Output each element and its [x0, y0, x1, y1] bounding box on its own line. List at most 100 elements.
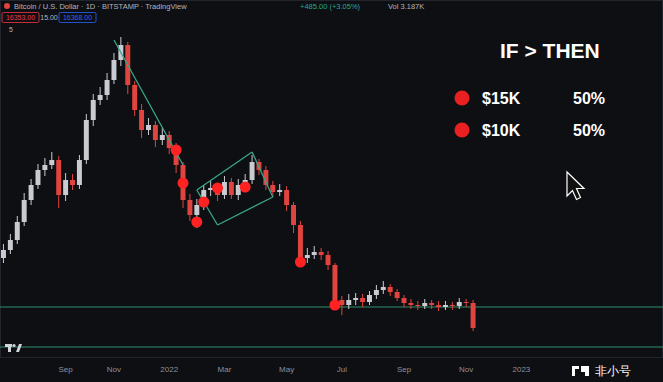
candle — [187, 194, 192, 221]
background — [0, 0, 663, 382]
candle — [436, 301, 441, 311]
candle-body — [42, 165, 47, 170]
candle-wick — [341, 296, 342, 315]
candle — [236, 179, 241, 200]
candle-body — [326, 255, 331, 265]
header-icon — [4, 3, 10, 9]
candle — [326, 251, 331, 270]
trendline — [252, 152, 273, 197]
candle — [105, 73, 110, 100]
annotation-dot — [295, 257, 306, 268]
plot-frame — [1, 1, 663, 358]
candle — [250, 155, 255, 184]
candle — [22, 193, 27, 226]
candle — [229, 178, 234, 199]
candle-body — [22, 200, 27, 222]
candle — [346, 294, 351, 309]
candle — [443, 301, 448, 310]
candle-body — [374, 290, 379, 295]
candle-body — [70, 180, 75, 185]
candle-body — [443, 305, 448, 307]
candle-body — [187, 200, 192, 215]
x-tick-label: Jul — [337, 365, 347, 374]
candle — [42, 158, 47, 176]
annotation-dot — [178, 178, 189, 189]
candle — [395, 289, 400, 301]
annotation-dot — [198, 197, 209, 208]
mouse-cursor — [567, 172, 584, 200]
candle-body — [277, 190, 282, 192]
candle-body — [436, 305, 441, 307]
buy-price: 16368.00 — [63, 14, 92, 21]
scenario-label: $10K — [482, 122, 521, 139]
candle — [8, 234, 13, 254]
candle — [422, 299, 427, 309]
scenarios: IF > THEN$15K50%$10K50% — [455, 39, 606, 139]
annotation-dot — [329, 300, 340, 311]
candle-body — [291, 205, 296, 225]
candle — [63, 173, 68, 201]
candle — [367, 291, 372, 305]
candle-body — [298, 225, 303, 258]
candle — [49, 152, 54, 169]
x-tick-label: 2022 — [160, 365, 178, 374]
candle — [388, 284, 393, 296]
candle-body — [471, 303, 476, 328]
buy-box — [59, 13, 96, 23]
candle — [402, 295, 407, 307]
candle — [381, 281, 386, 294]
candle — [29, 179, 34, 205]
scenario-label: $15K — [482, 90, 521, 107]
candle-body — [56, 160, 61, 195]
candle — [353, 293, 358, 305]
candle-body — [35, 170, 40, 185]
candle-body — [367, 295, 372, 302]
watermark-icon — [581, 366, 589, 376]
candle-body — [429, 303, 434, 305]
scenario-value: 50% — [573, 122, 605, 139]
x-tick-label: 2023 — [513, 365, 531, 374]
x-tick-label: Mar — [218, 365, 232, 374]
candle — [84, 114, 89, 164]
candle-body — [84, 120, 89, 160]
candle-body — [332, 265, 337, 300]
candle-body — [312, 252, 317, 255]
candle-body — [146, 125, 151, 130]
candle-body — [346, 300, 351, 305]
header: Bitcoin / U.S. Dollar · 1D · BITSTAMP · … — [2, 2, 424, 33]
x-tick-label: Sep — [397, 365, 412, 374]
candle-body — [49, 160, 54, 165]
x-tick-label: May — [279, 365, 294, 374]
candle-body — [250, 162, 255, 180]
watermark: 非小号 — [572, 364, 631, 378]
candle-body — [1, 250, 6, 258]
x-tick-label: Nov — [107, 365, 121, 374]
candle — [153, 121, 158, 147]
candle — [132, 81, 137, 116]
candle-body — [402, 298, 407, 303]
x-tick-label: Nov — [459, 365, 473, 374]
candle-body — [381, 287, 386, 290]
candle-body — [132, 85, 137, 110]
candle-body — [15, 222, 20, 240]
candle — [35, 164, 40, 189]
candle — [70, 174, 75, 190]
plot-area — [0, 37, 663, 347]
volume: Vol 3.187K — [388, 2, 424, 11]
tv-logo — [5, 344, 22, 352]
tv-logo-part — [12, 344, 15, 347]
candle-body — [160, 135, 165, 140]
candle — [277, 184, 282, 196]
candle-body — [319, 252, 324, 255]
candle — [319, 248, 324, 260]
candle — [408, 299, 413, 309]
sell-box — [2, 13, 39, 23]
candle — [374, 285, 379, 299]
spread: 15.00 — [40, 14, 58, 21]
tv-logo-part — [16, 344, 22, 352]
candle — [139, 104, 144, 138]
candle-body — [270, 185, 275, 192]
candle-body — [360, 298, 365, 302]
x-tick-label: Sep — [58, 365, 73, 374]
candle-body — [388, 287, 393, 292]
